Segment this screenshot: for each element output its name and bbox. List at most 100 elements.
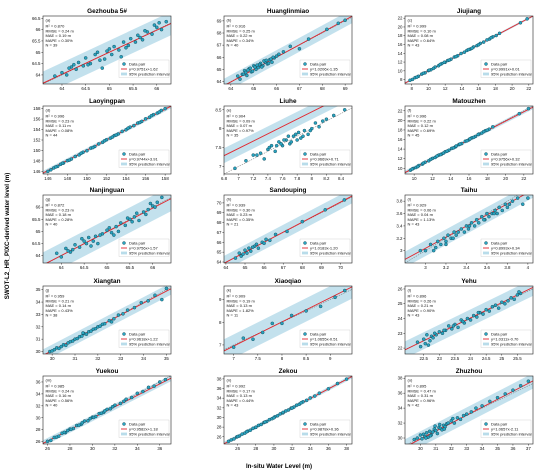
x-tick-label: 34 xyxy=(480,446,485,451)
x-tick-label: 8.5 xyxy=(303,356,310,361)
data-point xyxy=(299,136,303,140)
data-point xyxy=(99,411,104,416)
legend-label-fit: y=1.0655x-0.51 xyxy=(310,336,338,341)
x-tick-label: 69 xyxy=(343,86,348,91)
data-point xyxy=(153,293,157,298)
stat-line: R² = 0.939 xyxy=(227,203,247,208)
data-point xyxy=(263,420,267,424)
data-point xyxy=(517,111,522,116)
data-point xyxy=(436,239,440,244)
data-point xyxy=(426,343,431,347)
data-point xyxy=(333,295,337,300)
data-point xyxy=(262,157,266,161)
data-point xyxy=(273,149,277,154)
data-point xyxy=(302,128,307,133)
data-point xyxy=(336,21,341,26)
prediction-band xyxy=(224,106,339,164)
data-point xyxy=(59,344,64,349)
data-point xyxy=(273,232,278,237)
legend-box xyxy=(480,59,532,78)
legend-label-fit: y=1.0311x-0.70 xyxy=(491,336,519,341)
data-point xyxy=(114,224,118,229)
data-point xyxy=(447,58,452,62)
data-point xyxy=(295,138,299,142)
data-point xyxy=(415,436,420,440)
legend-label-points: Data pair xyxy=(129,331,146,336)
data-point xyxy=(98,233,102,237)
legend-box xyxy=(118,238,170,257)
x-tick-label: 3.4 xyxy=(463,265,470,270)
data-point xyxy=(497,205,501,210)
stat-line: MAPE = 0.34% xyxy=(227,38,255,43)
data-point xyxy=(70,247,75,252)
legend-label-band: 95% prediction interval xyxy=(310,250,351,255)
data-point xyxy=(107,226,112,230)
x-tick-label: 7.4 xyxy=(265,176,272,181)
data-point xyxy=(420,437,424,441)
x-tick-label: 22 xyxy=(521,176,526,181)
stat-line: MAPE = 0.90% xyxy=(408,308,436,313)
data-point xyxy=(454,54,458,59)
data-point xyxy=(503,301,507,306)
x-tick-label: 7.6 xyxy=(279,176,286,181)
data-point xyxy=(93,234,98,239)
data-point xyxy=(428,338,432,343)
legend-label-band: 95% prediction interval xyxy=(491,71,532,76)
data-point xyxy=(91,239,96,243)
x-tick-label: 31 xyxy=(73,356,78,361)
plot-frame xyxy=(404,375,534,445)
panel-letter: (a) xyxy=(46,18,52,23)
data-point xyxy=(248,249,253,253)
legend-band-swatch xyxy=(483,162,489,166)
data-point xyxy=(112,317,116,321)
data-point xyxy=(253,65,257,69)
data-point xyxy=(412,437,417,442)
data-point xyxy=(442,236,446,241)
data-point xyxy=(77,423,81,427)
y-tick-label: 36 xyxy=(36,379,41,384)
legend-band-swatch xyxy=(483,251,489,255)
stat-line: R² = 0.872 xyxy=(46,203,66,208)
x-tick-label: 32 xyxy=(449,446,454,451)
data-point xyxy=(497,31,502,36)
data-point xyxy=(415,340,420,344)
data-point xyxy=(124,397,128,402)
data-point xyxy=(86,62,90,67)
data-point xyxy=(274,54,279,58)
data-point xyxy=(264,58,269,63)
data-point xyxy=(98,58,102,62)
data-point xyxy=(320,119,325,123)
legend-point-swatch xyxy=(484,332,488,336)
data-point xyxy=(262,241,266,246)
data-point xyxy=(471,135,476,140)
stat-line: R² = 0.992 xyxy=(227,384,247,389)
data-point xyxy=(507,202,512,207)
data-point xyxy=(427,429,432,434)
legend-label-points: Data pair xyxy=(491,421,508,426)
x-tick-label: 68 xyxy=(320,86,325,91)
fit-line xyxy=(224,106,325,157)
data-point xyxy=(53,74,57,78)
x-tick-label: 64 xyxy=(223,265,228,270)
y-tick-label: 66 xyxy=(36,27,41,32)
data-point xyxy=(293,132,298,137)
data-point xyxy=(270,60,274,64)
data-point xyxy=(126,43,131,48)
panel-title: Gezhouba 5# xyxy=(87,8,127,15)
data-point xyxy=(491,125,495,129)
data-point xyxy=(456,230,460,234)
x-tick-label: 65 xyxy=(243,265,248,270)
data-point xyxy=(143,117,148,121)
data-point xyxy=(438,62,442,67)
stat-line: MAPE = 0.69% xyxy=(408,128,436,133)
stat-line: MAPE = 0.35% xyxy=(227,217,255,222)
y-tick-label: 150 xyxy=(33,148,41,153)
data-point xyxy=(109,230,114,235)
data-point xyxy=(299,401,303,405)
stat-line: MAE = 0.23 m xyxy=(227,212,253,217)
data-point xyxy=(446,324,451,328)
x-tick-label: 8.4 xyxy=(338,176,345,181)
legend-band-swatch xyxy=(121,162,127,166)
data-point xyxy=(54,435,59,439)
legend-point-swatch xyxy=(303,62,307,66)
